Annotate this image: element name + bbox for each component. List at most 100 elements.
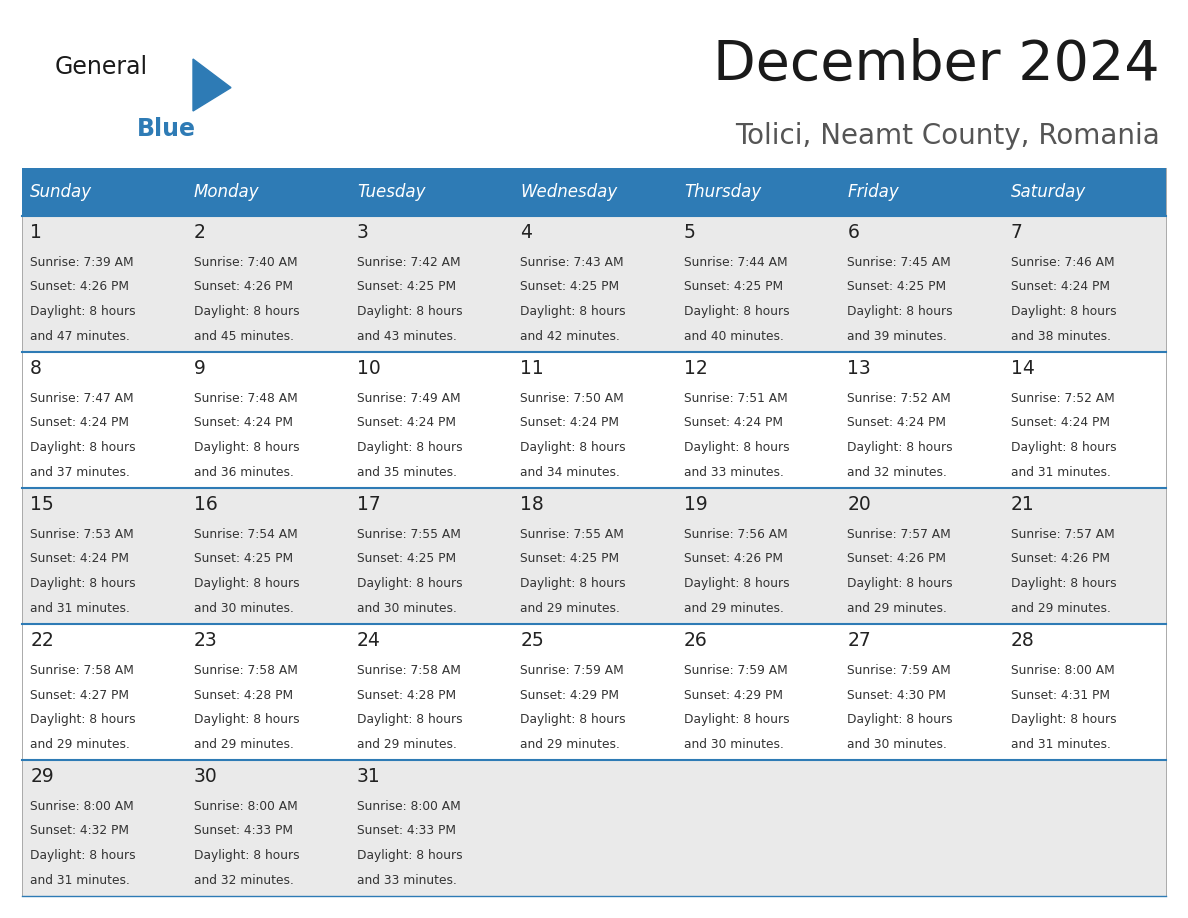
Text: Sunrise: 7:45 AM: Sunrise: 7:45 AM xyxy=(847,256,952,269)
Text: Sunrise: 7:54 AM: Sunrise: 7:54 AM xyxy=(194,528,297,541)
Text: Daylight: 8 hours: Daylight: 8 hours xyxy=(358,305,462,318)
Text: Daylight: 8 hours: Daylight: 8 hours xyxy=(684,441,790,454)
Text: and 42 minutes.: and 42 minutes. xyxy=(520,330,620,342)
Text: Daylight: 8 hours: Daylight: 8 hours xyxy=(358,849,462,862)
Text: Sunrise: 7:58 AM: Sunrise: 7:58 AM xyxy=(358,664,461,677)
Text: and 35 minutes.: and 35 minutes. xyxy=(358,465,457,478)
Text: 17: 17 xyxy=(358,495,381,514)
Text: Tolici, Neamt County, Romania: Tolici, Neamt County, Romania xyxy=(735,122,1159,150)
Text: and 36 minutes.: and 36 minutes. xyxy=(194,465,293,478)
Text: Daylight: 8 hours: Daylight: 8 hours xyxy=(194,577,299,590)
Text: Sunset: 4:26 PM: Sunset: 4:26 PM xyxy=(847,553,947,565)
Text: Daylight: 8 hours: Daylight: 8 hours xyxy=(194,441,299,454)
Text: Sunrise: 7:50 AM: Sunrise: 7:50 AM xyxy=(520,392,624,405)
Text: Sunset: 4:29 PM: Sunset: 4:29 PM xyxy=(684,688,783,701)
Text: Daylight: 8 hours: Daylight: 8 hours xyxy=(520,305,626,318)
Text: Sunrise: 7:42 AM: Sunrise: 7:42 AM xyxy=(358,256,461,269)
Text: Sunset: 4:24 PM: Sunset: 4:24 PM xyxy=(194,417,292,430)
Text: 22: 22 xyxy=(30,631,53,650)
Text: and 29 minutes.: and 29 minutes. xyxy=(358,737,457,751)
Text: Sunday: Sunday xyxy=(30,183,93,201)
Text: Sunset: 4:25 PM: Sunset: 4:25 PM xyxy=(520,281,620,294)
Text: Sunset: 4:33 PM: Sunset: 4:33 PM xyxy=(194,824,292,837)
Text: Sunset: 4:30 PM: Sunset: 4:30 PM xyxy=(847,688,947,701)
Bar xyxy=(23,352,1165,488)
Text: Daylight: 8 hours: Daylight: 8 hours xyxy=(847,713,953,726)
Text: 4: 4 xyxy=(520,223,532,242)
Text: and 39 minutes.: and 39 minutes. xyxy=(847,330,947,342)
Text: and 31 minutes.: and 31 minutes. xyxy=(30,601,129,614)
Text: 10: 10 xyxy=(358,359,381,378)
Text: and 32 minutes.: and 32 minutes. xyxy=(194,874,293,887)
Text: Daylight: 8 hours: Daylight: 8 hours xyxy=(520,713,626,726)
Text: Sunrise: 7:40 AM: Sunrise: 7:40 AM xyxy=(194,256,297,269)
Text: Daylight: 8 hours: Daylight: 8 hours xyxy=(684,577,790,590)
Text: Sunrise: 7:59 AM: Sunrise: 7:59 AM xyxy=(847,664,952,677)
Text: 19: 19 xyxy=(684,495,708,514)
Text: 11: 11 xyxy=(520,359,544,378)
Text: Daylight: 8 hours: Daylight: 8 hours xyxy=(358,713,462,726)
Text: 5: 5 xyxy=(684,223,696,242)
Text: 27: 27 xyxy=(847,631,871,650)
Text: Sunset: 4:32 PM: Sunset: 4:32 PM xyxy=(30,824,129,837)
Bar xyxy=(23,760,1165,896)
Text: Sunset: 4:24 PM: Sunset: 4:24 PM xyxy=(520,417,619,430)
Text: Sunset: 4:25 PM: Sunset: 4:25 PM xyxy=(684,281,783,294)
Text: 30: 30 xyxy=(194,767,217,786)
Text: Sunrise: 8:00 AM: Sunrise: 8:00 AM xyxy=(30,800,134,813)
Text: Sunset: 4:24 PM: Sunset: 4:24 PM xyxy=(1011,281,1110,294)
Text: Daylight: 8 hours: Daylight: 8 hours xyxy=(30,577,135,590)
Bar xyxy=(23,624,1165,760)
Text: Sunrise: 7:58 AM: Sunrise: 7:58 AM xyxy=(194,664,297,677)
Text: 14: 14 xyxy=(1011,359,1035,378)
Text: Wednesday: Wednesday xyxy=(520,183,618,201)
Bar xyxy=(23,216,1165,352)
Polygon shape xyxy=(192,59,230,111)
Text: Sunset: 4:25 PM: Sunset: 4:25 PM xyxy=(520,553,620,565)
Text: 23: 23 xyxy=(194,631,217,650)
Bar xyxy=(23,168,1165,216)
Text: and 40 minutes.: and 40 minutes. xyxy=(684,330,784,342)
Text: Sunrise: 8:00 AM: Sunrise: 8:00 AM xyxy=(358,800,461,813)
Text: Daylight: 8 hours: Daylight: 8 hours xyxy=(1011,713,1117,726)
Text: and 30 minutes.: and 30 minutes. xyxy=(684,737,784,751)
Text: Tuesday: Tuesday xyxy=(358,183,425,201)
Text: Sunrise: 8:00 AM: Sunrise: 8:00 AM xyxy=(1011,664,1114,677)
Text: and 29 minutes.: and 29 minutes. xyxy=(30,737,129,751)
Text: Daylight: 8 hours: Daylight: 8 hours xyxy=(194,305,299,318)
Text: 9: 9 xyxy=(194,359,206,378)
Text: Sunset: 4:24 PM: Sunset: 4:24 PM xyxy=(30,553,129,565)
Text: Sunset: 4:26 PM: Sunset: 4:26 PM xyxy=(194,281,292,294)
Text: Sunrise: 7:52 AM: Sunrise: 7:52 AM xyxy=(847,392,952,405)
Text: Thursday: Thursday xyxy=(684,183,762,201)
Text: 13: 13 xyxy=(847,359,871,378)
Text: Daylight: 8 hours: Daylight: 8 hours xyxy=(30,713,135,726)
Text: Sunset: 4:24 PM: Sunset: 4:24 PM xyxy=(847,417,947,430)
Text: and 34 minutes.: and 34 minutes. xyxy=(520,465,620,478)
Text: Sunset: 4:24 PM: Sunset: 4:24 PM xyxy=(684,417,783,430)
Text: 16: 16 xyxy=(194,495,217,514)
Text: Daylight: 8 hours: Daylight: 8 hours xyxy=(520,577,626,590)
Text: 25: 25 xyxy=(520,631,544,650)
Text: Sunset: 4:29 PM: Sunset: 4:29 PM xyxy=(520,688,619,701)
Text: Sunrise: 7:44 AM: Sunrise: 7:44 AM xyxy=(684,256,788,269)
Text: 31: 31 xyxy=(358,767,381,786)
Text: 6: 6 xyxy=(847,223,859,242)
Text: Friday: Friday xyxy=(847,183,899,201)
Text: Sunset: 4:25 PM: Sunset: 4:25 PM xyxy=(194,553,292,565)
Text: Daylight: 8 hours: Daylight: 8 hours xyxy=(1011,441,1117,454)
Text: and 29 minutes.: and 29 minutes. xyxy=(684,601,784,614)
Text: Daylight: 8 hours: Daylight: 8 hours xyxy=(520,441,626,454)
Text: Daylight: 8 hours: Daylight: 8 hours xyxy=(684,713,790,726)
Text: Blue: Blue xyxy=(137,117,196,141)
Text: Sunrise: 7:58 AM: Sunrise: 7:58 AM xyxy=(30,664,134,677)
Text: Sunrise: 7:39 AM: Sunrise: 7:39 AM xyxy=(30,256,134,269)
Text: Sunrise: 7:55 AM: Sunrise: 7:55 AM xyxy=(520,528,625,541)
Text: and 29 minutes.: and 29 minutes. xyxy=(520,737,620,751)
Text: 12: 12 xyxy=(684,359,708,378)
Text: Sunrise: 7:48 AM: Sunrise: 7:48 AM xyxy=(194,392,297,405)
Text: Sunrise: 7:57 AM: Sunrise: 7:57 AM xyxy=(1011,528,1114,541)
Text: Sunset: 4:31 PM: Sunset: 4:31 PM xyxy=(1011,688,1110,701)
Text: 3: 3 xyxy=(358,223,369,242)
Text: Daylight: 8 hours: Daylight: 8 hours xyxy=(1011,305,1117,318)
